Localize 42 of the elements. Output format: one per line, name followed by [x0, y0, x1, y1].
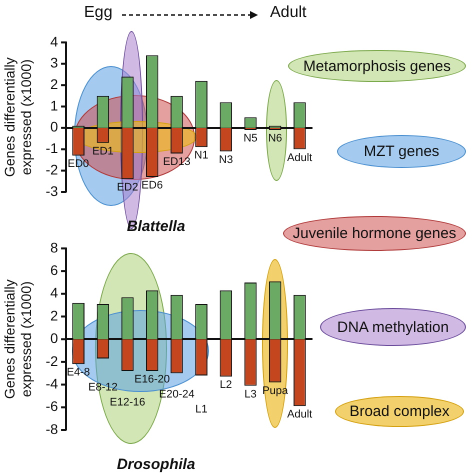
text: Drosophila	[116, 456, 196, 474]
text: Adult	[270, 4, 306, 22]
annotation: Metamorphosis genes	[288, 50, 466, 82]
x-tick-label: ED6	[141, 180, 163, 192]
y-tick-label: -4	[46, 375, 58, 392]
text: DNA methylation	[320, 308, 466, 346]
y-tick-label: -2	[46, 352, 58, 369]
y-tick-label: -2	[46, 161, 58, 178]
y-axis-title: Genes differentially expressed (x1000)	[1, 57, 34, 177]
y-tick-label: -1	[46, 140, 58, 156]
y-tick-label: -6	[46, 398, 58, 414]
y-tick-label: 3	[50, 54, 58, 71]
x-tick-label: L1	[195, 404, 208, 416]
y-tick-label: 2	[50, 307, 58, 324]
y-tick-label: 4	[50, 33, 58, 50]
x-tick-label: ED13	[162, 156, 190, 168]
y-tick-label: 4	[50, 284, 58, 301]
y-tick-label: 0	[50, 118, 58, 135]
x-tick-label: Adult	[287, 152, 312, 164]
text: MZT genes	[337, 135, 466, 168]
y-tick-label: 8	[50, 239, 58, 256]
y-tick-label: 2	[50, 76, 58, 92]
text: Egg	[84, 4, 112, 22]
x-tick-label: ED2	[116, 182, 138, 194]
x-tick-label: N6	[268, 132, 282, 145]
text: Juvenile hormone genes	[283, 216, 466, 251]
y-axis-title: Genes differentially expressed (x1000)	[1, 279, 34, 399]
y-tick-label: 6	[50, 262, 58, 278]
y-tick-label: -8	[46, 420, 58, 437]
y-tick-label: -3	[46, 182, 58, 199]
x-tick-label: L2	[220, 379, 232, 392]
x-tick-label: E12-16	[110, 396, 146, 409]
y-tick-label: 0	[50, 330, 58, 346]
x-tick-label: L3	[244, 388, 257, 400]
y-tick-label: 1	[50, 97, 58, 114]
x-tick-label: E16-20	[134, 374, 170, 386]
x-tick-label: N1	[194, 150, 208, 162]
text: Broad complex	[335, 396, 464, 427]
x-tick-label: ED0	[68, 158, 90, 170]
text: Blattella	[126, 218, 186, 236]
x-tick-label: N5	[243, 132, 258, 145]
x-tick-label: N3	[218, 154, 233, 166]
